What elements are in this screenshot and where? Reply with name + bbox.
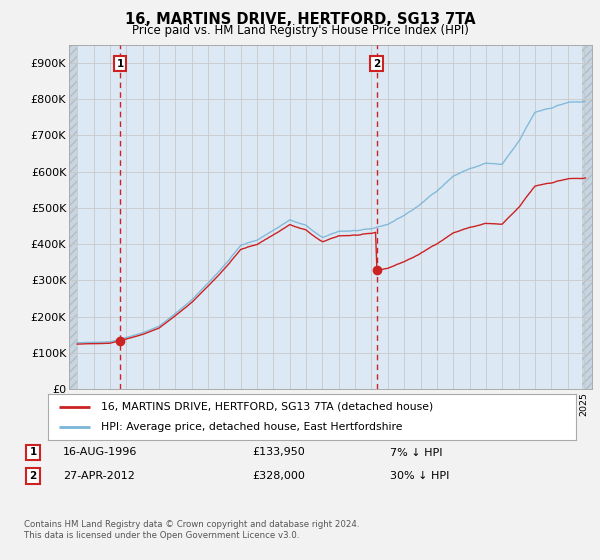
Text: 1: 1 xyxy=(29,447,37,458)
Text: 16, MARTINS DRIVE, HERTFORD, SG13 7TA (detached house): 16, MARTINS DRIVE, HERTFORD, SG13 7TA (d… xyxy=(101,402,433,412)
Text: 27-APR-2012: 27-APR-2012 xyxy=(63,471,135,481)
Text: £328,000: £328,000 xyxy=(252,471,305,481)
Bar xyxy=(69,45,77,389)
Bar xyxy=(583,45,592,389)
Text: Price paid vs. HM Land Registry's House Price Index (HPI): Price paid vs. HM Land Registry's House … xyxy=(131,24,469,37)
Text: 2: 2 xyxy=(29,471,37,481)
Text: 16-AUG-1996: 16-AUG-1996 xyxy=(63,447,137,458)
Text: 30% ↓ HPI: 30% ↓ HPI xyxy=(390,471,449,481)
Text: 7% ↓ HPI: 7% ↓ HPI xyxy=(390,447,443,458)
Text: HPI: Average price, detached house, East Hertfordshire: HPI: Average price, detached house, East… xyxy=(101,422,403,432)
Text: This data is licensed under the Open Government Licence v3.0.: This data is licensed under the Open Gov… xyxy=(24,531,299,540)
Text: 2: 2 xyxy=(373,59,380,69)
Text: 16, MARTINS DRIVE, HERTFORD, SG13 7TA: 16, MARTINS DRIVE, HERTFORD, SG13 7TA xyxy=(125,12,475,27)
Text: Contains HM Land Registry data © Crown copyright and database right 2024.: Contains HM Land Registry data © Crown c… xyxy=(24,520,359,529)
Text: £133,950: £133,950 xyxy=(252,447,305,458)
Text: 1: 1 xyxy=(116,59,124,69)
